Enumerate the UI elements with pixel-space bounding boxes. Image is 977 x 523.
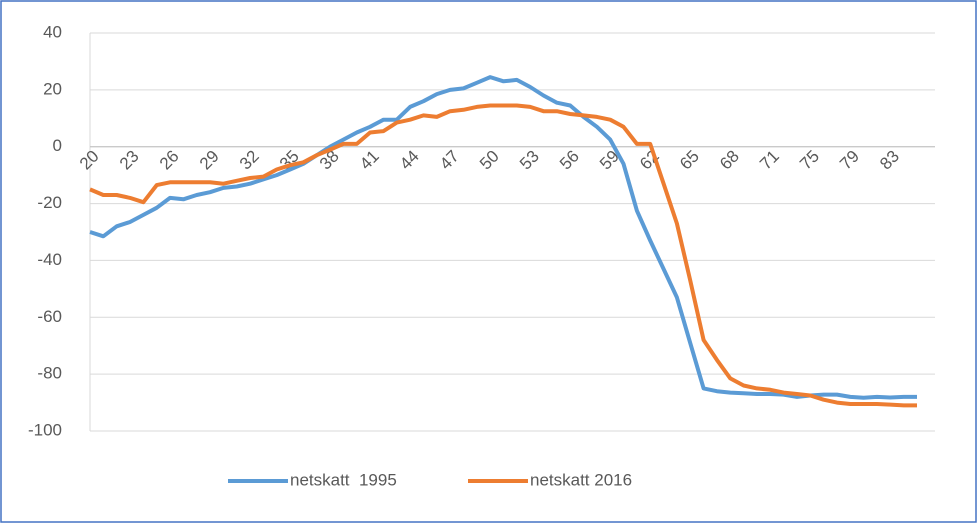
y-tick-label: 0 — [53, 136, 62, 155]
y-tick-label: -100 — [28, 420, 62, 439]
y-tick-label: -80 — [37, 364, 62, 383]
y-tick-label: 20 — [43, 79, 62, 98]
y-tick-label: -40 — [37, 250, 62, 269]
y-tick-label: -20 — [37, 193, 62, 212]
y-tick-label: 40 — [43, 22, 62, 41]
line-series — [89, 103, 917, 408]
y-tick-label: -60 — [37, 307, 62, 326]
legend-label: netskatt 1995 — [290, 470, 397, 489]
line-series — [89, 75, 917, 400]
legend-label: netskatt 2016 — [530, 470, 632, 489]
